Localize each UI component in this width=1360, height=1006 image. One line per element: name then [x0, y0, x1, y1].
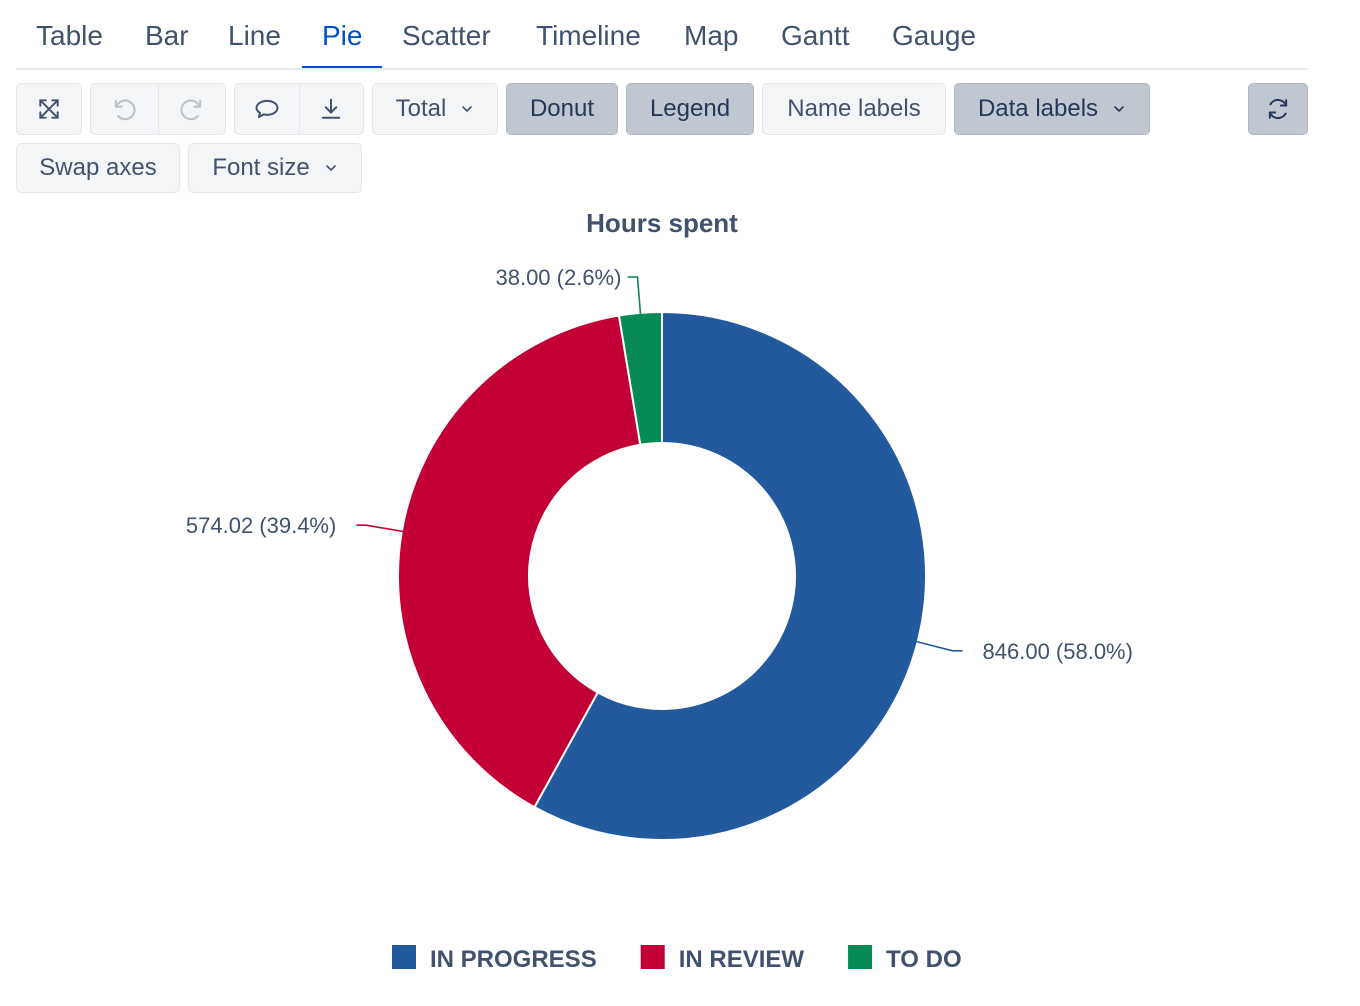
- undo-icon: [115, 99, 136, 121]
- active-tab-indicator: [302, 66, 382, 68]
- tab-table[interactable]: Table: [36, 20, 103, 51]
- fullscreen-button[interactable]: [16, 83, 82, 135]
- tab-gauge[interactable]: Gauge: [892, 20, 977, 51]
- legend-item-label[interactable]: IN PROGRESS: [430, 946, 597, 973]
- tab-line[interactable]: Line: [228, 20, 281, 51]
- share-button-group: [234, 83, 364, 135]
- data-label: 846.00 (58.0%): [983, 639, 1133, 664]
- comment-icon: [255, 99, 279, 119]
- chevron-down-icon: [1112, 102, 1126, 116]
- data-label-connector: [915, 640, 963, 652]
- legend-item-label[interactable]: TO DO: [886, 946, 962, 973]
- donut-slices: [397, 310, 927, 841]
- legend-swatch[interactable]: [640, 945, 665, 969]
- data-label: 38.00 (2.6%): [495, 265, 621, 290]
- redo-button[interactable]: [157, 84, 226, 134]
- chart-type-tabs: Table Bar Line Pie Scatter Timeline Map …: [16, 0, 1308, 70]
- data-labels: 846.00 (58.0%) 574.02 (39.4%) 38.00 (2.6%): [186, 265, 1133, 664]
- legend-item-label[interactable]: IN REVIEW: [679, 946, 805, 973]
- font-size-label: Font size: [212, 154, 310, 181]
- download-button[interactable]: [298, 84, 364, 134]
- legend-toggle[interactable]: Legend: [626, 83, 754, 135]
- chart-title: Hours spent: [586, 208, 738, 238]
- tab-bar[interactable]: Bar: [145, 20, 189, 51]
- legend-swatch[interactable]: [848, 945, 873, 969]
- data-labels-label: Data labels: [977, 95, 1099, 122]
- history-button-group: [90, 83, 226, 135]
- tab-map[interactable]: Map: [684, 20, 739, 51]
- comment-button[interactable]: [235, 84, 299, 134]
- swap-axes-label: Swap axes: [39, 154, 157, 181]
- donut-label: Donut: [529, 95, 595, 122]
- slice-to-do[interactable]: [617, 310, 663, 446]
- font-size-dropdown[interactable]: Font size: [188, 143, 362, 193]
- legend-swatch[interactable]: [392, 945, 416, 969]
- tab-scatter[interactable]: Scatter: [402, 20, 491, 51]
- tab-pie[interactable]: Pie: [322, 20, 363, 51]
- undo-button[interactable]: [91, 84, 158, 134]
- swap-axes-button[interactable]: Swap axes: [16, 143, 180, 193]
- chevron-down-icon: [324, 161, 338, 175]
- total-dropdown[interactable]: Total: [372, 83, 498, 135]
- download-icon: [322, 98, 341, 119]
- total-label: Total: [395, 95, 447, 122]
- legend-label: Legend: [649, 95, 731, 122]
- chevron-down-icon: [460, 102, 474, 116]
- refresh-icon: [1268, 98, 1288, 120]
- tab-gantt[interactable]: Gantt: [781, 20, 850, 51]
- name-labels-toggle[interactable]: Name labels: [762, 83, 946, 135]
- slice-in-review[interactable]: [397, 314, 642, 809]
- donut-toggle[interactable]: Donut: [506, 83, 618, 135]
- chart-legend: IN PROGRESS IN REVIEW TO DO: [392, 945, 962, 973]
- refresh-button[interactable]: [1248, 83, 1308, 135]
- name-labels-label: Name labels: [787, 95, 921, 122]
- data-label-connector: [627, 276, 642, 315]
- data-labels-dropdown[interactable]: Data labels: [954, 83, 1150, 135]
- data-label: 574.02 (39.4%): [186, 513, 336, 538]
- expand-icon: [39, 99, 59, 119]
- redo-icon: [180, 99, 201, 121]
- tab-timeline[interactable]: Timeline: [536, 20, 641, 51]
- slice-in-progress[interactable]: [533, 310, 927, 841]
- pie-chart: Hours spent 846.00 (58.0%) 574.02 (39.4%)…: [186, 208, 1133, 973]
- data-label-connector: [356, 524, 404, 533]
